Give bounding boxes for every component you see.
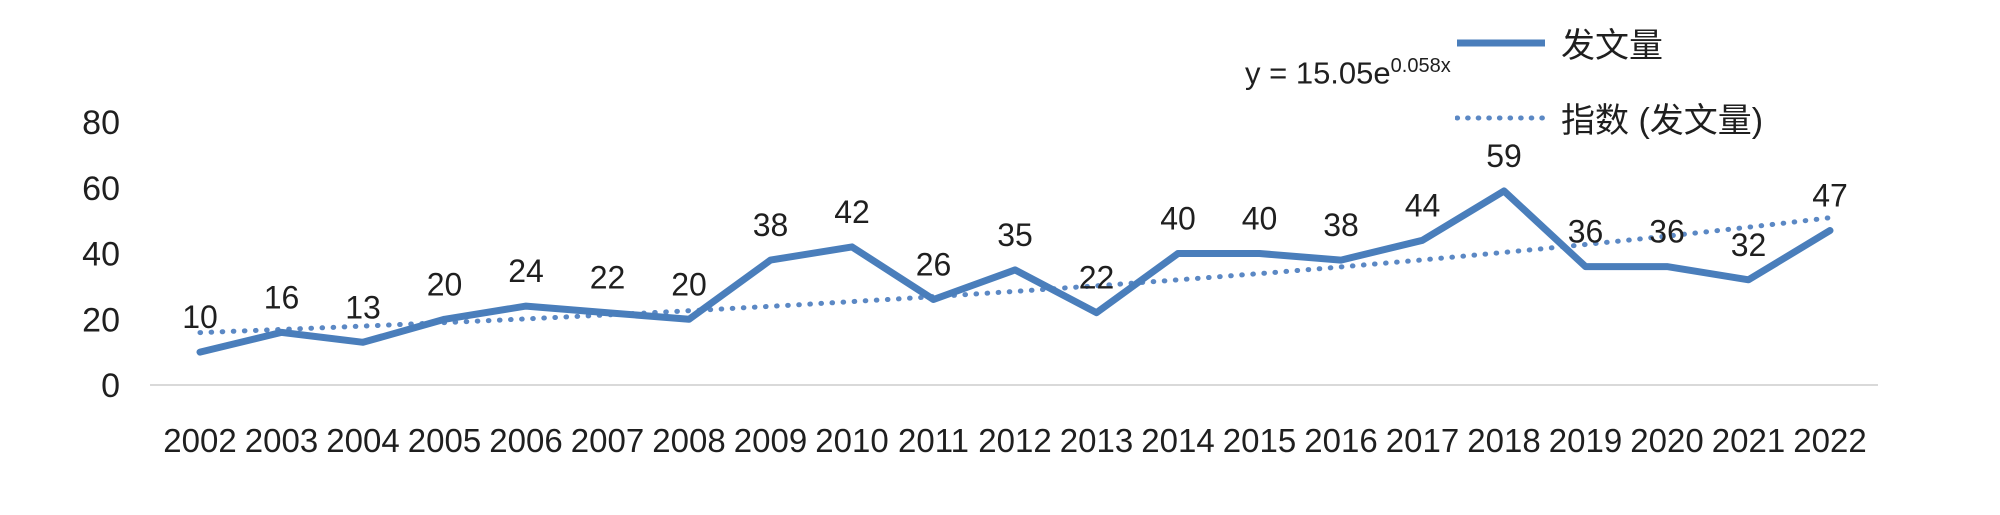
data-label: 42 (834, 194, 870, 230)
data-label: 32 (1731, 227, 1767, 263)
x-tick-label: 2019 (1549, 422, 1622, 459)
data-label: 38 (753, 207, 789, 243)
equation-base: y = 15.05e (1245, 55, 1391, 91)
data-label: 40 (1160, 201, 1196, 237)
x-tick-label: 2022 (1793, 422, 1866, 459)
data-label: 35 (997, 217, 1033, 253)
y-tick-label: 0 (101, 367, 120, 405)
data-label: 22 (1079, 260, 1115, 296)
dotted-line-swatch (1455, 115, 1547, 120)
solid-line-swatch (1457, 39, 1545, 46)
data-label: 13 (345, 289, 381, 325)
x-tick-label: 2009 (734, 422, 807, 459)
x-tick-label: 2020 (1630, 422, 1703, 459)
legend-item-trendline: 指数 (发文量) (1455, 93, 1763, 142)
y-tick-label: 40 (82, 236, 120, 274)
y-tick-label: 60 (82, 170, 120, 208)
legend-label-trendline: 指数 (发文量) (1561, 102, 1764, 140)
data-label: 10 (182, 299, 218, 335)
x-tick-label: 2006 (489, 422, 562, 459)
x-tick-label: 2012 (978, 422, 1051, 459)
data-label: 59 (1486, 138, 1522, 174)
x-tick-label: 2002 (163, 422, 236, 459)
legend: 发文量 指数 (发文量) (1455, 18, 1763, 142)
x-tick-label: 2010 (815, 422, 888, 459)
x-tick-label: 2007 (571, 422, 644, 459)
data-label: 44 (1405, 187, 1441, 223)
data-label: 40 (1242, 201, 1278, 237)
x-tick-label: 2004 (326, 422, 399, 459)
x-tick-label: 2014 (1141, 422, 1214, 459)
data-label: 38 (1323, 207, 1359, 243)
data-label: 36 (1568, 214, 1604, 250)
trendline-equation: y = 15.05e0.058x (1245, 55, 1451, 91)
legend-label-series: 发文量 (1561, 27, 1663, 65)
legend-item-series: 发文量 (1455, 18, 1763, 67)
x-tick-label: 2018 (1467, 422, 1540, 459)
y-tick-label: 20 (82, 301, 120, 339)
data-label: 20 (671, 266, 707, 302)
data-label: 24 (508, 253, 544, 289)
x-tick-label: 2015 (1223, 422, 1296, 459)
x-tick-label: 2017 (1386, 422, 1459, 459)
data-label: 22 (590, 260, 626, 296)
data-label: 36 (1649, 214, 1685, 250)
data-label: 47 (1812, 177, 1848, 213)
x-tick-label: 2003 (245, 422, 318, 459)
data-label: 16 (264, 279, 300, 315)
x-tick-label: 2011 (898, 422, 969, 459)
data-label: 20 (427, 266, 463, 302)
y-tick-label: 80 (82, 104, 120, 142)
x-tick-label: 2005 (408, 422, 481, 459)
series-line (196, 187, 1834, 356)
x-tick-label: 2008 (652, 422, 725, 459)
x-tick-label: 2021 (1712, 422, 1785, 459)
x-tick-label: 2016 (1304, 422, 1377, 459)
equation-exponent: 0.058x (1390, 55, 1451, 77)
data-label: 26 (916, 247, 952, 283)
x-tick-label: 2013 (1060, 422, 1133, 459)
